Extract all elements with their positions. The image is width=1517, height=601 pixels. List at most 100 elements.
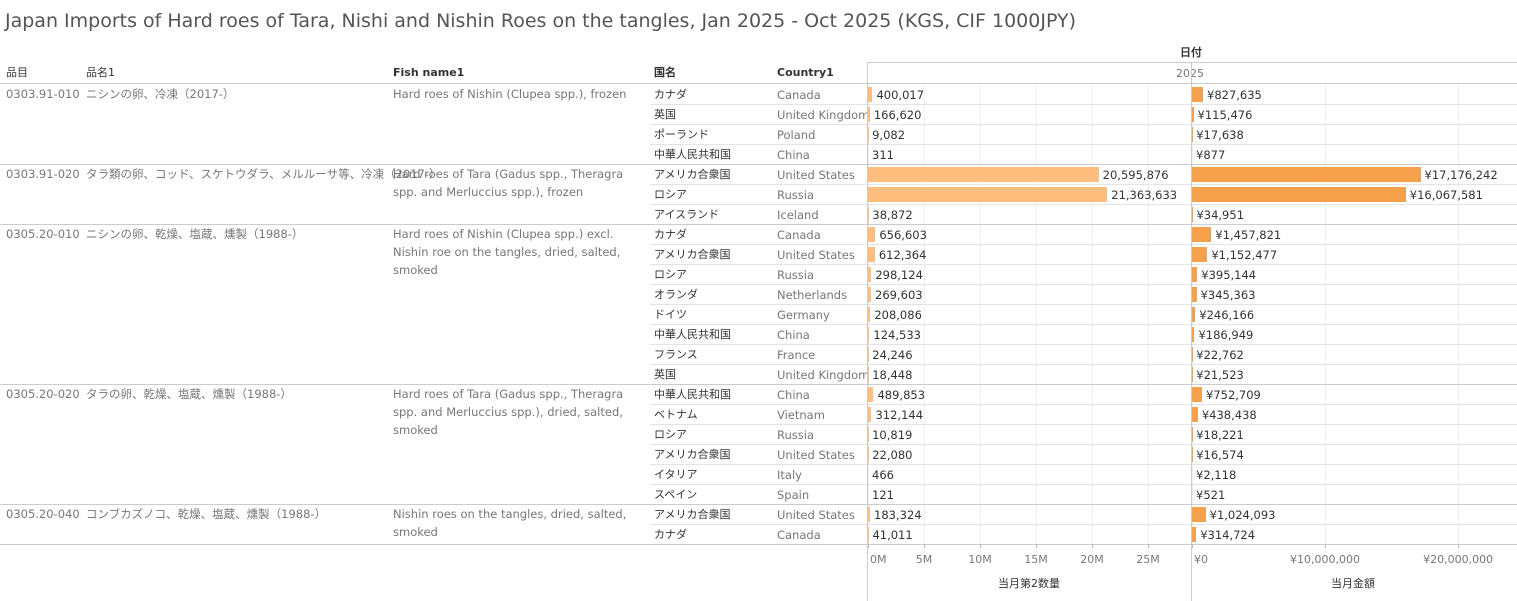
axis-title: 当月第2数量 bbox=[998, 577, 1060, 590]
grid-line bbox=[1092, 84, 1093, 544]
amount-bar bbox=[1192, 247, 1208, 262]
amount-label: ¥16,067,581 bbox=[1409, 188, 1483, 202]
amount-label: ¥345,363 bbox=[1200, 288, 1256, 302]
grid-line bbox=[1458, 84, 1460, 544]
axis-title: 当月金額 bbox=[1331, 577, 1375, 590]
country-en: Canada bbox=[777, 528, 821, 542]
tick-mark bbox=[868, 544, 869, 548]
separator bbox=[868, 62, 1517, 63]
country: ベトナム bbox=[654, 408, 698, 421]
country-en: Netherlands bbox=[777, 288, 848, 302]
separator bbox=[650, 144, 1517, 145]
country: オランダ bbox=[654, 288, 698, 301]
quantity-label: 183,324 bbox=[874, 508, 922, 522]
country: アメリカ合衆国 bbox=[654, 508, 731, 521]
tick-mark bbox=[924, 544, 925, 548]
amount-bar bbox=[1192, 167, 1421, 182]
country-en: Poland bbox=[777, 128, 816, 142]
amount-label: ¥521 bbox=[1196, 488, 1226, 502]
separator bbox=[1191, 62, 1192, 601]
code: 0303.91-020 bbox=[6, 167, 80, 181]
quantity-label: 124,533 bbox=[873, 328, 921, 342]
separator bbox=[650, 344, 1517, 345]
code: 0305.20-040 bbox=[6, 507, 80, 521]
quantity-label: 24,246 bbox=[872, 348, 913, 362]
quantity-label: 20,595,876 bbox=[1102, 168, 1169, 182]
tick-mark bbox=[1092, 544, 1093, 548]
country-en: Canada bbox=[777, 228, 821, 242]
separator bbox=[650, 324, 1517, 325]
code: 0305.20-020 bbox=[6, 387, 80, 401]
separator bbox=[650, 364, 1517, 365]
amount-bar bbox=[1192, 267, 1198, 282]
separator bbox=[0, 504, 1517, 505]
country: 英国 bbox=[654, 108, 676, 121]
quantity-label: 612,364 bbox=[878, 248, 927, 262]
amount-bar bbox=[1192, 87, 1203, 102]
x-tick-label: 25M bbox=[1136, 553, 1160, 566]
country-en: China bbox=[777, 328, 810, 342]
country-en: United States bbox=[777, 448, 855, 462]
country-en: Italy bbox=[777, 468, 802, 482]
country-en: Russia bbox=[777, 188, 814, 202]
x-tick-label: ¥20,000,000 bbox=[1423, 553, 1494, 566]
grid-line bbox=[924, 84, 925, 544]
name: タラ類の卵、コッド、スケトウダラ、メルルーサ等、冷凍（2017-） bbox=[86, 167, 441, 181]
fish-name: Nishin roes on the tangles, dried, salte… bbox=[393, 507, 627, 539]
column-header: 国名 bbox=[654, 66, 676, 79]
country: イタリア bbox=[654, 468, 698, 481]
code: 0305.20-010 bbox=[6, 227, 80, 241]
quantity-label: 38,872 bbox=[872, 208, 913, 222]
quantity-label: 400,017 bbox=[876, 88, 925, 102]
country: ロシア bbox=[654, 268, 687, 281]
separator bbox=[650, 404, 1517, 405]
column-header: Fish name1 bbox=[393, 66, 465, 79]
name: ニシンの卵、冷凍（2017-） bbox=[86, 87, 235, 101]
fish-name: Hard roes of Nishin (Clupea spp.), froze… bbox=[393, 87, 627, 101]
country: 中華人民共和国 bbox=[654, 328, 731, 341]
amount-label: ¥1,152,477 bbox=[1211, 248, 1278, 262]
x-tick-label: ¥0 bbox=[1194, 553, 1208, 566]
country-en: Germany bbox=[777, 308, 830, 322]
quantity-label: 9,082 bbox=[872, 128, 906, 142]
x-tick-label: 5M bbox=[915, 553, 933, 566]
country: アメリカ合衆国 bbox=[654, 248, 731, 261]
name: タラの卵、乾燥、塩蔵、燻製（1988-） bbox=[86, 387, 292, 401]
grid-line bbox=[980, 84, 981, 544]
separator bbox=[650, 204, 1517, 205]
quantity-label: 466 bbox=[872, 468, 894, 482]
amount-label: ¥17,176,242 bbox=[1424, 168, 1498, 182]
quantity-bar bbox=[868, 327, 870, 342]
fish-name: Hard roes of Nishin (Clupea spp.) excl. … bbox=[393, 227, 621, 277]
quantity-label: 656,603 bbox=[879, 228, 927, 242]
amount-bar bbox=[1192, 287, 1197, 302]
tick-mark bbox=[1148, 544, 1149, 548]
quantity-label: 21,363,633 bbox=[1111, 188, 1178, 202]
country: 中華人民共和国 bbox=[654, 148, 731, 161]
amount-label: ¥395,144 bbox=[1201, 268, 1257, 282]
amount-label: ¥16,574 bbox=[1196, 448, 1244, 462]
separator bbox=[650, 104, 1517, 105]
year-header: 2025 bbox=[1176, 67, 1204, 80]
amount-label: ¥1,024,093 bbox=[1209, 508, 1276, 522]
separator bbox=[650, 484, 1517, 485]
x-tick-label: 20M bbox=[1080, 553, 1104, 566]
quantity-bar bbox=[868, 167, 1099, 182]
country-en: China bbox=[777, 148, 810, 162]
column-header: Country1 bbox=[777, 66, 834, 79]
amount-bar bbox=[1192, 507, 1206, 522]
quantity-bar bbox=[868, 227, 876, 242]
quantity-label: 311 bbox=[872, 148, 894, 162]
quantity-label: 10,819 bbox=[872, 428, 913, 442]
amount-label: ¥438,438 bbox=[1201, 408, 1257, 422]
amount-label: ¥186,949 bbox=[1198, 328, 1254, 342]
quantity-bar bbox=[868, 87, 873, 102]
separator bbox=[0, 384, 1517, 385]
separator bbox=[0, 224, 1517, 225]
column-group-header: 日付 bbox=[1180, 46, 1202, 59]
separator bbox=[650, 524, 1517, 525]
tick-mark bbox=[1325, 544, 1327, 548]
country-en: Spain bbox=[777, 488, 810, 502]
country: アイスランド bbox=[654, 208, 720, 221]
